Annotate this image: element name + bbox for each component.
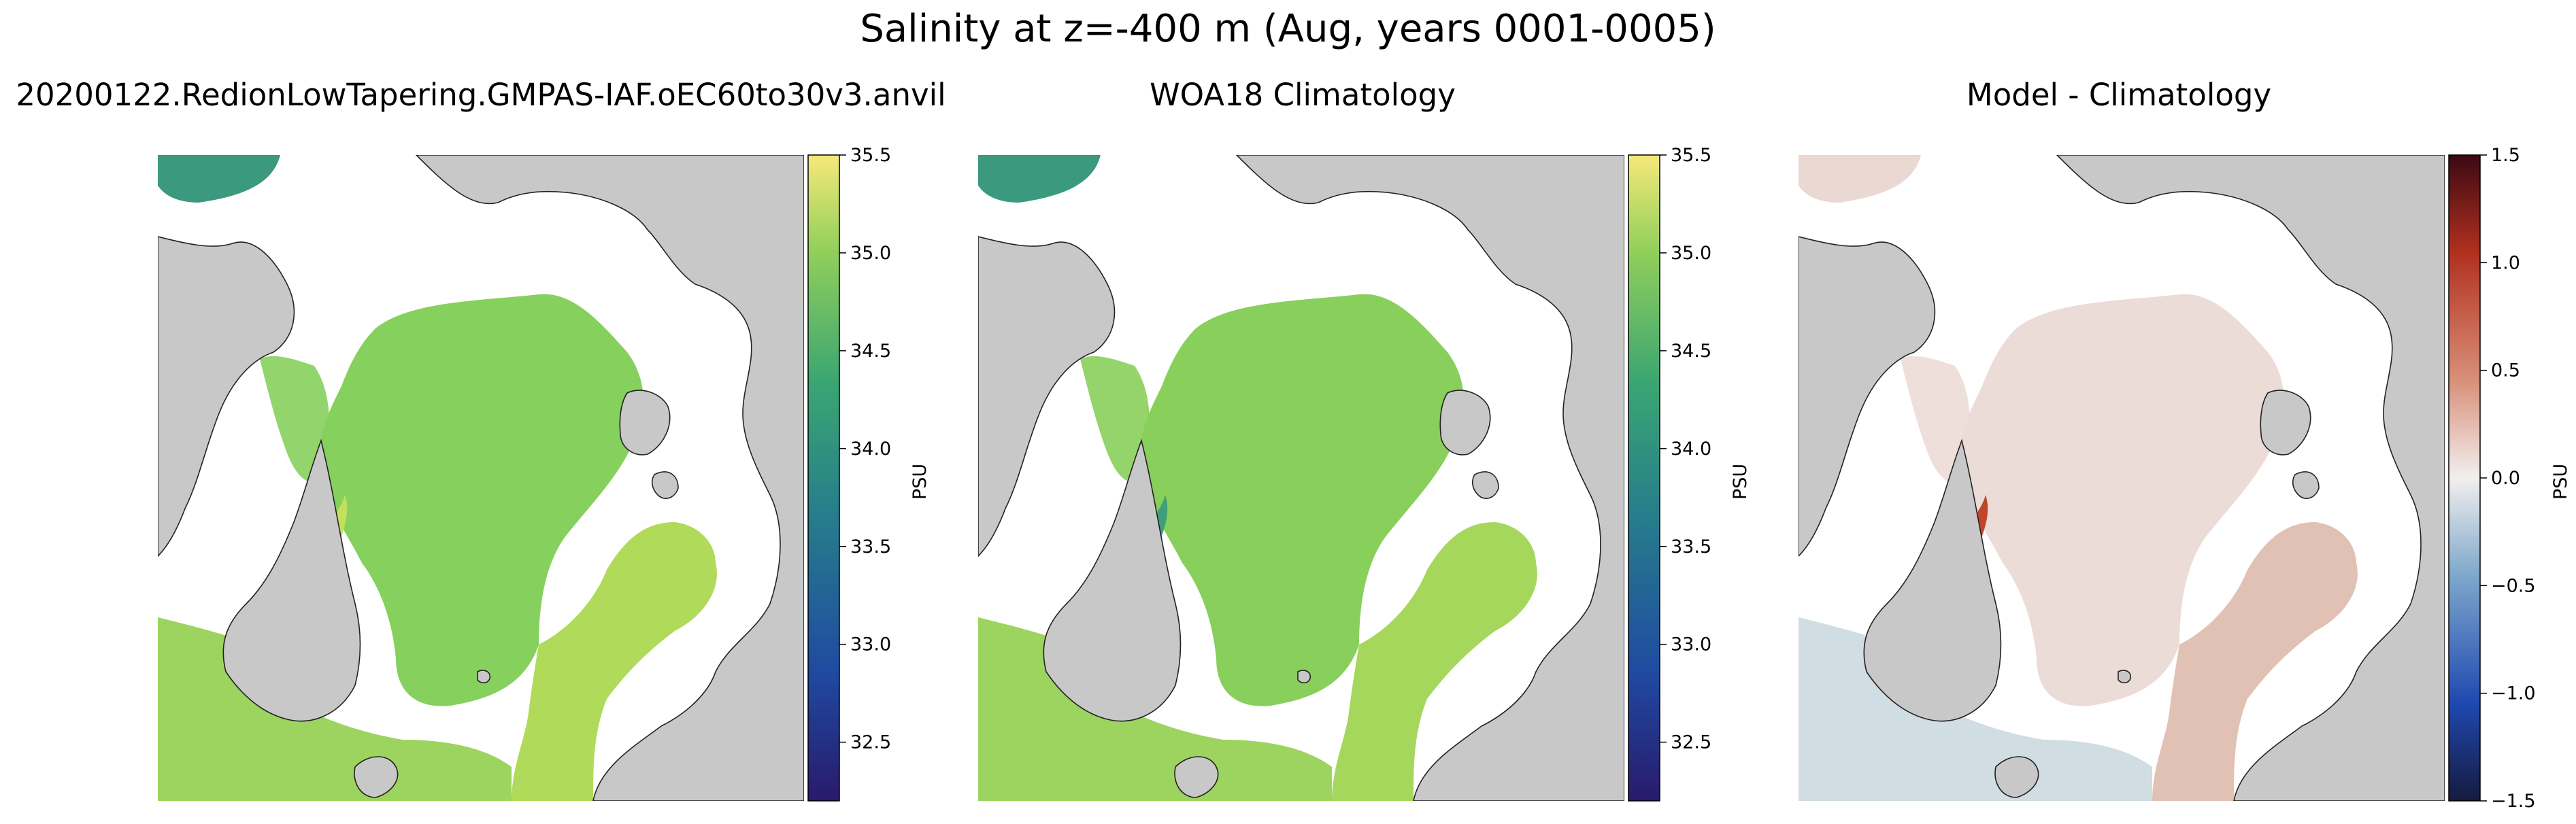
- land-mass: [2260, 390, 2311, 456]
- archipelago-salinity-field: [260, 356, 329, 481]
- map-svg: [978, 155, 1624, 801]
- land-mass: [1043, 439, 1182, 722]
- land-mass: [354, 756, 399, 798]
- colorbar-gradient: [807, 154, 840, 802]
- colorbar-tick-label: 35.5: [1671, 145, 1711, 166]
- panel-title-model: 20200122.RedionLowTapering.GMPAS-IAF.oEC…: [16, 77, 946, 113]
- land-mass: [1994, 756, 2039, 798]
- land-mass: [2118, 670, 2132, 684]
- colorbar-tick-label: 1.5: [2491, 145, 2520, 166]
- land-mass: [619, 390, 671, 456]
- colorbar-tick-label: 1.0: [2491, 252, 2520, 273]
- colorbar-label-model: PSU: [909, 463, 931, 500]
- arctic-basin-salinity-field: [319, 294, 643, 706]
- land-mass: [978, 236, 1116, 557]
- land-mass: [1439, 390, 1491, 456]
- land-mass: [1799, 236, 1936, 557]
- colorbar-difference: −1.5 −1.0 −0.5 0.0 0.5 1.0 1.5: [2448, 145, 2536, 812]
- colorbar-label-climatology: PSU: [1730, 463, 1751, 500]
- land-mass: [1471, 471, 1499, 499]
- land-mass: [2292, 471, 2320, 499]
- land-mass: [2056, 155, 2445, 801]
- colorbar-tick-label: 35.5: [850, 145, 891, 166]
- figure-suptitle: Salinity at z=-400 m (Aug, years 0001-00…: [860, 7, 1716, 51]
- pacific-salinity-field: [158, 155, 280, 203]
- colorbar-tick-label: −1.5: [2491, 791, 2536, 812]
- archipelago-salinity-field: [1901, 356, 1970, 481]
- colorbar-climatology: 32.5 33.0 33.5 34.0 34.5 35.0 35.5: [1628, 145, 1711, 802]
- map-difference: [1799, 155, 2445, 801]
- map-svg: [1799, 155, 2445, 801]
- colorbar-gradient: [1628, 154, 1660, 802]
- colorbar-model: 32.5 33.0 33.5 34.0 34.5 35.0 35.5: [807, 145, 891, 802]
- colorbar-tick-label: 0.0: [2491, 468, 2520, 489]
- colorbar-tick-label: 0.5: [2491, 360, 2520, 381]
- land-mass: [1235, 155, 1624, 801]
- colorbar-tick-label: 33.5: [850, 536, 891, 557]
- arctic-basin-salinity-field: [1139, 294, 1464, 706]
- archipelago-salinity-field: [1080, 356, 1150, 481]
- land-mass: [1863, 439, 2002, 722]
- pacific-salinity-field: [978, 155, 1101, 203]
- panel-title-difference: Model - Climatology: [1966, 77, 2272, 113]
- land-mass: [158, 236, 295, 557]
- colorbar-tick-label: 34.5: [1671, 341, 1711, 362]
- land-mass: [1174, 756, 1219, 798]
- colorbar-tick-label: 34.0: [850, 439, 891, 460]
- colorbar-gradient: [2448, 154, 2481, 802]
- colorbar-label-difference: PSU: [2550, 463, 2571, 500]
- nordic-seas-salinity-field: [1332, 522, 1537, 801]
- map-svg: [158, 155, 804, 801]
- colorbar-svg: 32.5 33.0 33.5 34.0 34.5 35.0 35.5: [1628, 145, 1711, 802]
- map-model: [158, 155, 804, 801]
- land-mass: [1297, 670, 1311, 684]
- colorbar-tick-label: 32.5: [850, 732, 891, 753]
- colorbar-tick-label: 34.0: [1671, 439, 1711, 460]
- colorbar-tick-label: 33.0: [1671, 634, 1711, 655]
- colorbar-tick-label: −1.0: [2491, 683, 2536, 704]
- colorbar-tick-label: 34.5: [850, 341, 891, 362]
- colorbar-tick-label: 35.0: [850, 243, 891, 264]
- colorbar-svg: −1.5 −1.0 −0.5 0.0 0.5 1.0 1.5: [2448, 145, 2536, 812]
- panel-title-climatology: WOA18 Climatology: [1150, 77, 1456, 113]
- map-climatology: [978, 155, 1624, 801]
- colorbar-tick-label: −0.5: [2491, 575, 2536, 596]
- arctic-basin-salinity-field: [1960, 294, 2284, 706]
- nordic-seas-salinity-field: [512, 522, 717, 801]
- colorbar-tick-label: 32.5: [1671, 732, 1711, 753]
- colorbar-svg: 32.5 33.0 33.5 34.0 34.5 35.0 35.5: [807, 145, 891, 802]
- colorbar-tick-label: 33.0: [850, 634, 891, 655]
- pacific-salinity-field: [1799, 155, 1921, 203]
- land-mass: [222, 439, 361, 722]
- colorbar-tick-label: 35.0: [1671, 243, 1711, 264]
- land-mass: [651, 471, 679, 499]
- colorbar-tick-label: 33.5: [1671, 536, 1711, 557]
- land-mass: [415, 155, 804, 801]
- land-mass: [477, 670, 491, 684]
- nordic-seas-salinity-field: [2152, 522, 2358, 801]
